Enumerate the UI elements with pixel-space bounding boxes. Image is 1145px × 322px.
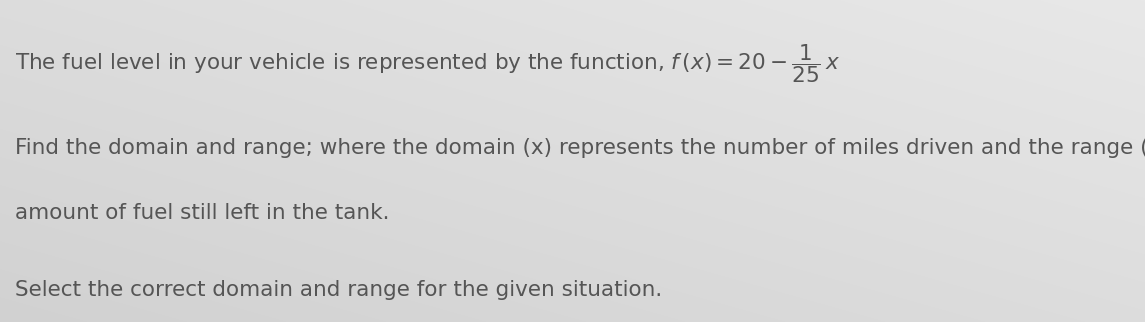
- Text: The fuel level in your vehicle is represented by the function, $f\,(x) = 20 - \d: The fuel level in your vehicle is repres…: [15, 42, 840, 85]
- Text: Select the correct domain and range for the given situation.: Select the correct domain and range for …: [15, 280, 662, 300]
- Text: amount of fuel still left in the tank.: amount of fuel still left in the tank.: [15, 203, 389, 223]
- Text: Find the domain and range; where the domain (x) represents the number of miles d: Find the domain and range; where the dom…: [15, 138, 1145, 158]
